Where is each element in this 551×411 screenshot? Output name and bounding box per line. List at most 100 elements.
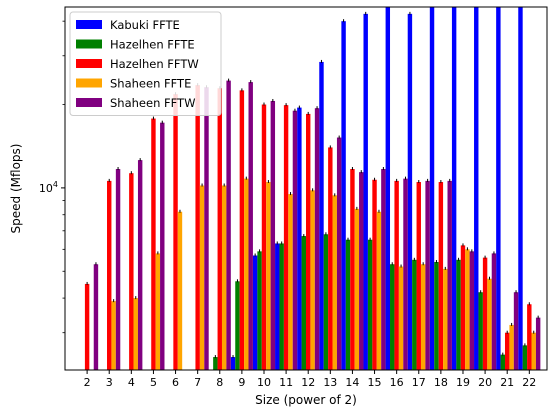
legend: Kabuki FFTE Hazelhen FFTE Hazelhen FFTW Sha… bbox=[69, 11, 222, 116]
bar bbox=[336, 137, 342, 370]
bar bbox=[288, 194, 293, 370]
bar bbox=[412, 259, 417, 370]
bar bbox=[447, 180, 452, 370]
bar bbox=[239, 90, 245, 371]
bar bbox=[443, 268, 448, 370]
x-tick-label: 21 bbox=[500, 376, 514, 389]
bar bbox=[314, 108, 320, 370]
legend-swatch bbox=[76, 98, 102, 107]
bar bbox=[500, 354, 505, 370]
bar bbox=[137, 160, 143, 370]
legend-label: Shaheen FFTW bbox=[110, 96, 195, 110]
bar bbox=[345, 239, 351, 370]
bar bbox=[372, 179, 377, 370]
legend-swatch bbox=[76, 78, 102, 88]
bar bbox=[535, 317, 541, 370]
bar bbox=[474, 7, 479, 370]
x-tick-label: 15 bbox=[368, 376, 382, 389]
x-tick-label: 3 bbox=[106, 376, 113, 389]
bar bbox=[381, 169, 386, 370]
axes bbox=[64, 6, 548, 371]
bar bbox=[111, 301, 116, 370]
bar bbox=[425, 180, 430, 370]
bar bbox=[531, 332, 536, 370]
bar bbox=[332, 195, 337, 370]
plot-frame bbox=[64, 6, 548, 371]
bar bbox=[434, 262, 439, 370]
bar bbox=[341, 21, 346, 370]
x-tick-label: 18 bbox=[434, 376, 448, 389]
x-axis-ticks: 2 3 4 5 6 7 8 9 10 11 12 13 14 15 16 17 18 19 20 21 22 bbox=[84, 370, 536, 389]
bar bbox=[199, 185, 205, 370]
bar bbox=[398, 266, 404, 370]
legend-swatch bbox=[76, 39, 102, 49]
bar bbox=[385, 7, 391, 370]
bar bbox=[248, 82, 253, 370]
bar bbox=[173, 94, 178, 371]
bar bbox=[469, 251, 475, 370]
x-tick-label: 10 bbox=[257, 376, 271, 389]
bar bbox=[107, 180, 112, 370]
bars bbox=[84, 7, 541, 371]
bar bbox=[235, 281, 240, 370]
bar bbox=[350, 169, 355, 370]
bar bbox=[407, 13, 413, 371]
bar bbox=[496, 7, 501, 370]
bar bbox=[438, 182, 444, 370]
y-tick-label: 104 bbox=[39, 180, 58, 195]
bar bbox=[177, 211, 183, 370]
bar bbox=[416, 182, 421, 370]
x-tick-label: 22 bbox=[522, 376, 536, 389]
bar bbox=[217, 88, 222, 370]
bar bbox=[221, 185, 227, 370]
bar bbox=[244, 178, 249, 370]
bar bbox=[151, 118, 156, 370]
legend-swatch bbox=[76, 59, 102, 68]
bar bbox=[390, 264, 395, 370]
bar bbox=[257, 251, 262, 370]
bar bbox=[230, 357, 236, 370]
bar bbox=[306, 113, 311, 370]
bar bbox=[491, 253, 497, 370]
legend-box bbox=[69, 11, 222, 116]
legend-label: Hazelhen FFTE bbox=[110, 38, 195, 52]
bar bbox=[429, 7, 435, 370]
bar bbox=[266, 182, 271, 370]
bar bbox=[129, 173, 134, 370]
bar bbox=[310, 190, 315, 370]
legend-label: Kabuki FFTE bbox=[110, 18, 180, 32]
legend-swatch bbox=[76, 20, 102, 29]
bar bbox=[160, 122, 165, 370]
bar bbox=[252, 255, 258, 370]
y-axis-label: Speed (Mflops) bbox=[9, 144, 23, 234]
bar bbox=[482, 257, 488, 370]
bar bbox=[513, 292, 519, 370]
bar bbox=[270, 100, 276, 370]
x-tick-label: 8 bbox=[216, 376, 223, 389]
bar bbox=[504, 332, 510, 370]
bar bbox=[213, 357, 218, 370]
legend-label: Shaheen FFTE bbox=[110, 77, 191, 91]
bar bbox=[279, 243, 284, 370]
x-tick-label: 12 bbox=[301, 376, 315, 389]
bar bbox=[226, 80, 231, 371]
bar bbox=[420, 264, 426, 370]
bar bbox=[394, 180, 399, 370]
bar bbox=[292, 110, 298, 370]
bar bbox=[527, 304, 532, 370]
x-tick-label: 14 bbox=[345, 376, 359, 389]
bar bbox=[301, 236, 306, 370]
y-axis-ticks: 104 bbox=[39, 20, 65, 334]
bar bbox=[261, 104, 267, 370]
bar bbox=[509, 324, 514, 370]
x-tick-label: 20 bbox=[478, 376, 492, 389]
x-tick-label: 2 bbox=[84, 376, 91, 389]
x-tick-label: 5 bbox=[150, 376, 157, 389]
bar bbox=[275, 243, 280, 370]
bar bbox=[460, 245, 466, 370]
bar bbox=[133, 298, 138, 370]
bar bbox=[319, 61, 324, 371]
bar bbox=[487, 278, 492, 370]
bar bbox=[93, 264, 99, 370]
